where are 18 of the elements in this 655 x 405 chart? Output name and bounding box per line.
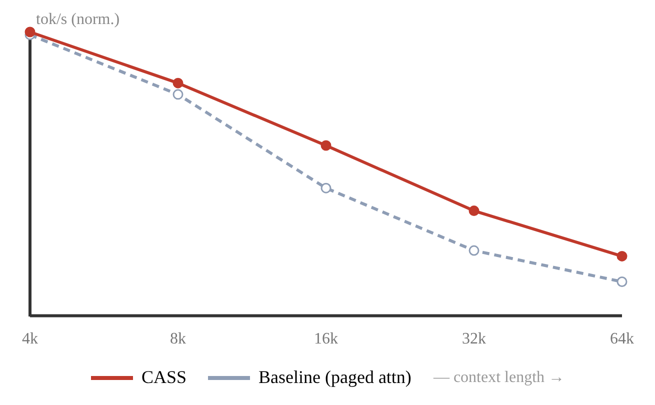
point	[468, 245, 480, 256]
y-axis-title: tok/s (norm.)	[36, 11, 120, 28]
point	[24, 26, 36, 38]
point	[320, 140, 332, 151]
x-tick-label: 32k	[462, 330, 486, 348]
point	[320, 182, 332, 194]
x-tick-label: 8k	[170, 330, 186, 348]
x-axis-title: — context length →	[433, 368, 565, 386]
legend-label: Baseline (paged attn)	[258, 367, 412, 388]
legend-label: CASS	[141, 367, 186, 388]
point	[616, 250, 628, 262]
x-tick-label: 4k	[22, 330, 38, 348]
point	[468, 206, 480, 216]
point	[172, 89, 184, 100]
point	[172, 78, 184, 88]
x-tick-label: 16k	[314, 330, 338, 348]
x-tick-label: 64k	[610, 330, 634, 348]
point	[616, 276, 628, 287]
